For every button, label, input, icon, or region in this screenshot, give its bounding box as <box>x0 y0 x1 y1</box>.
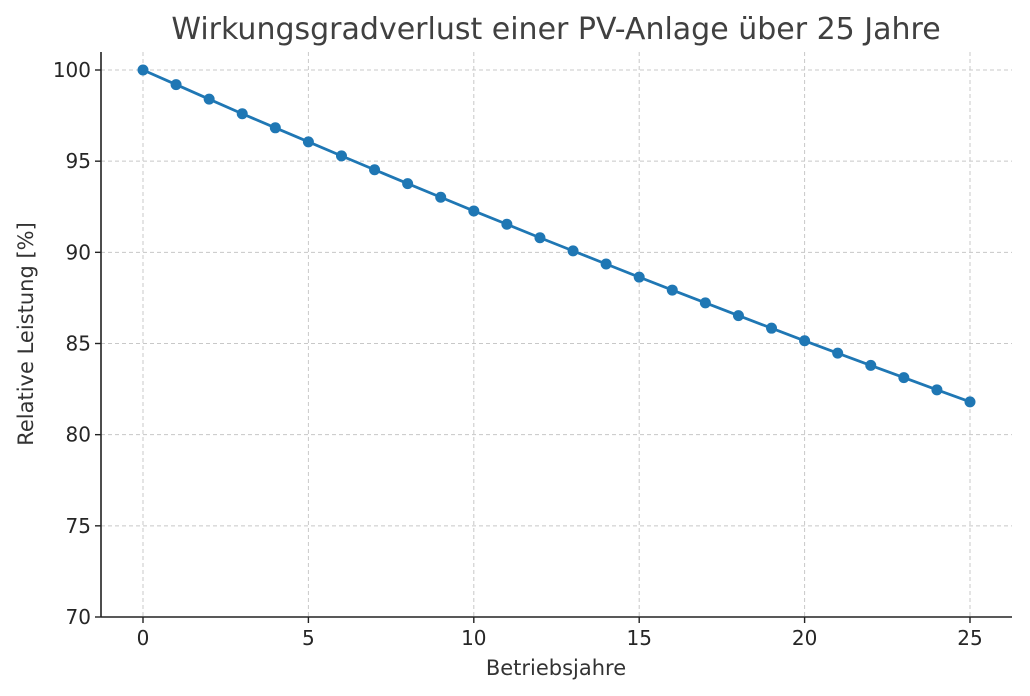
data-point <box>203 93 215 105</box>
x-axis-ticks: 0 5 10 15 20 25 <box>137 617 983 650</box>
y-tick-label: 85 <box>66 332 91 356</box>
data-point <box>170 79 182 91</box>
x-tick-label: 25 <box>957 626 982 650</box>
data-point <box>666 284 678 296</box>
data-point <box>302 136 314 148</box>
data-point <box>236 108 248 120</box>
x-tick-label: 0 <box>137 626 150 650</box>
data-point <box>766 322 778 334</box>
data-point <box>865 359 877 371</box>
chart-title: Wirkungsgradverlust einer PV-Anlage über… <box>171 12 940 47</box>
x-tick-label: 10 <box>461 626 486 650</box>
data-point <box>799 335 811 347</box>
data-point <box>369 164 381 176</box>
data-point <box>931 384 943 396</box>
x-axis-label: Betriebsjahre <box>486 656 626 680</box>
data-point <box>468 205 480 217</box>
data-point <box>699 297 711 309</box>
data-point <box>964 396 976 408</box>
y-tick-label: 75 <box>66 514 91 538</box>
data-point <box>600 258 612 270</box>
data-point <box>402 178 414 190</box>
y-tick-label: 70 <box>66 605 91 629</box>
y-tick-label: 100 <box>53 58 91 82</box>
x-tick-label: 20 <box>792 626 817 650</box>
data-point <box>732 310 744 322</box>
y-axis-label: Relative Leistung [%] <box>14 222 38 446</box>
series-group <box>137 64 976 408</box>
data-point <box>832 347 844 359</box>
data-point <box>269 122 281 134</box>
y-tick-label: 95 <box>66 149 91 173</box>
grid <box>101 52 1012 618</box>
data-point <box>435 191 447 203</box>
data-point <box>898 372 910 384</box>
y-tick-label: 90 <box>66 240 91 264</box>
y-tick-label: 80 <box>66 423 91 447</box>
data-point <box>534 232 546 244</box>
x-tick-label: 15 <box>626 626 651 650</box>
data-point <box>137 64 149 76</box>
axes-spines <box>100 52 1012 618</box>
y-axis-ticks: 70 75 80 85 90 95 100 <box>53 58 101 629</box>
data-point <box>567 245 579 257</box>
data-point <box>501 218 513 230</box>
data-point <box>633 271 645 283</box>
series-line <box>142 68 971 404</box>
data-point <box>335 150 347 162</box>
x-tick-label: 5 <box>302 626 315 650</box>
